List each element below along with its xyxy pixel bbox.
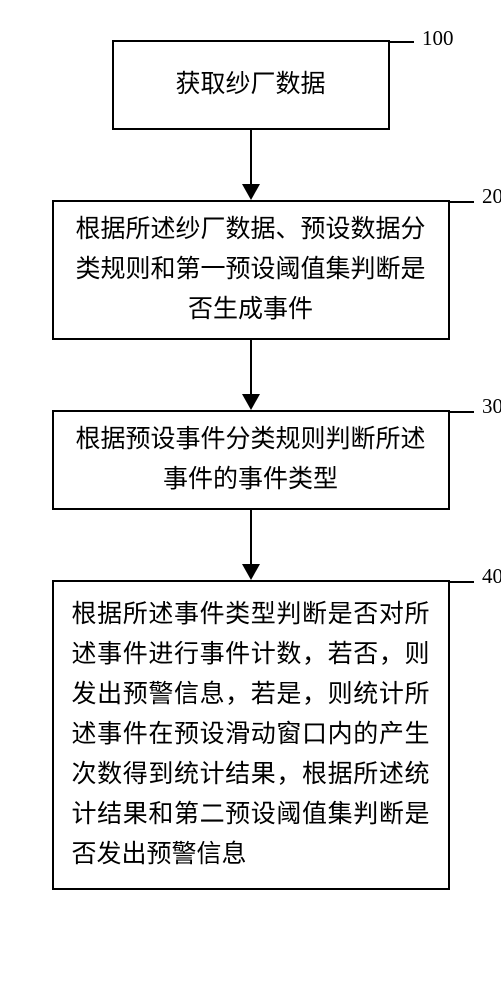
flow-node-100: 获取纱厂数据 100 — [112, 40, 390, 130]
node-text: 根据所述纱厂数据、预设数据分类规则和第一预设阈值集判断是否生成事件 — [68, 210, 434, 330]
label-connector — [448, 581, 474, 583]
node-label: 300 — [482, 390, 501, 424]
arrow-line — [250, 130, 252, 184]
arrow-head-icon — [242, 394, 260, 410]
flow-node-400: 根据所述事件类型判断是否对所述事件进行事件计数，若否，则发出预警信息，若是，则统… — [52, 580, 450, 890]
node-text: 获取纱厂数据 — [175, 65, 325, 105]
node-text: 根据预设事件分类规则判断所述事件的事件类型 — [68, 420, 434, 500]
flow-arrow — [242, 510, 260, 580]
arrow-head-icon — [242, 564, 260, 580]
label-connector — [448, 411, 474, 413]
node-label: 100 — [422, 22, 454, 56]
flow-arrow — [242, 130, 260, 200]
arrow-head-icon — [242, 184, 260, 200]
label-connector — [448, 201, 474, 203]
flowchart-container: 获取纱厂数据 100 根据所述纱厂数据、预设数据分类规则和第一预设阈值集判断是否… — [0, 0, 501, 890]
flow-arrow — [242, 340, 260, 410]
flow-node-300: 根据预设事件分类规则判断所述事件的事件类型 300 — [52, 410, 450, 510]
node-text: 根据所述事件类型判断是否对所述事件进行事件计数，若否，则发出预警信息，若是，则统… — [72, 595, 430, 875]
node-label: 400 — [482, 560, 501, 594]
arrow-line — [250, 340, 252, 394]
flow-node-200: 根据所述纱厂数据、预设数据分类规则和第一预设阈值集判断是否生成事件 200 — [52, 200, 450, 340]
node-label: 200 — [482, 180, 501, 214]
arrow-line — [250, 510, 252, 564]
label-connector — [388, 41, 414, 43]
